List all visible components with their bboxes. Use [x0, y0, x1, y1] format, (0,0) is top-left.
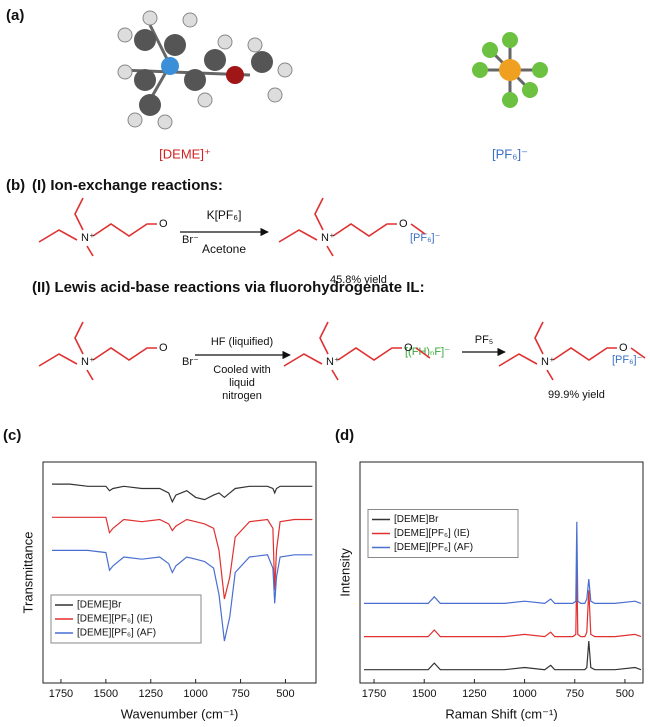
bond [337, 347, 402, 361]
yield: 99.9% yield [548, 389, 605, 401]
bond [74, 197, 84, 231]
structure: N⁺ O [498, 321, 646, 381]
reagent: K[PF₆] [207, 208, 242, 222]
legend-label: [DEME]Br [77, 600, 122, 611]
legend-box [50, 594, 202, 644]
spectrum-line [52, 516, 313, 600]
bond [331, 369, 339, 381]
bond [86, 245, 94, 257]
x-axis-label: Raman Shift (cm⁻¹) [445, 706, 557, 721]
x-tick-label: 1250 [462, 688, 486, 700]
deme-model [117, 10, 293, 130]
bond [546, 369, 554, 381]
legend-label: [DEME][PF₆] (IE) [77, 614, 153, 625]
bond [410, 223, 426, 235]
x-tick-label: 1000 [512, 688, 536, 700]
bond [314, 197, 324, 231]
bond [86, 369, 94, 381]
atom-label: O [404, 342, 413, 354]
x-axis-label: Wavenumber (cm⁻¹) [121, 706, 239, 721]
structure: N⁺ O [278, 197, 426, 257]
structure: N⁺ O [38, 321, 168, 381]
bond [534, 321, 544, 355]
bond [278, 229, 318, 243]
x-tick-label: 750 [566, 688, 584, 700]
y-axis-label: Intensity [337, 548, 352, 597]
atom-label: O [159, 342, 168, 354]
bond [332, 223, 397, 237]
bond [326, 245, 334, 257]
bond [283, 353, 323, 367]
atom-label: N⁺ [326, 356, 340, 368]
counter-ion: [PF₆]⁻ [410, 232, 441, 244]
x-tick-label: 500 [276, 688, 294, 700]
atom-label: N⁺ [321, 232, 335, 244]
y-axis-label: Transmittance [20, 532, 35, 614]
yield: 45.8% yield [330, 274, 387, 286]
x-tick-label: 1500 [412, 688, 436, 700]
panel-label: (b) [6, 177, 25, 194]
section-title: (I) Ion-exchange reactions: [32, 177, 223, 194]
bond [630, 347, 646, 359]
structure: N⁺ O [283, 321, 431, 381]
panel-label: (c) [3, 427, 21, 444]
condition: liquid [229, 377, 255, 389]
x-tick-label: 1750 [362, 688, 386, 700]
spectrum-line [52, 549, 313, 642]
bond [74, 321, 84, 355]
legend-label: [DEME]Br [394, 514, 439, 525]
solvent: Acetone [202, 242, 246, 256]
condition: Cooled with [213, 364, 270, 376]
x-tick-label: 500 [616, 688, 634, 700]
pf6-model [472, 32, 548, 108]
plot-frame [359, 461, 644, 684]
structure: N⁺ O [38, 197, 168, 257]
section-title: (II) Lewis acid-base reactions via fluor… [32, 279, 425, 296]
spectrum-line [52, 483, 313, 504]
bond [319, 321, 329, 355]
bond [498, 353, 538, 367]
atom-label: N⁺ [541, 356, 555, 368]
x-tick-label: 750 [231, 688, 249, 700]
legend-label: [DEME][PF₆] (AF) [394, 542, 473, 553]
counter-ion: Br⁻ [182, 356, 199, 368]
reagent: PF₅ [475, 334, 494, 346]
panel-label: (a) [6, 7, 24, 24]
legend-box [367, 509, 519, 558]
x-tick-label: 1250 [139, 688, 163, 700]
anion-label: [PF₆]⁻ [492, 146, 528, 161]
atom-label: N⁺ [81, 232, 95, 244]
bond [92, 223, 157, 237]
spectrum-line [364, 640, 642, 671]
counter-ion: [PF₆]⁻ [612, 354, 643, 366]
spectrum-line [364, 565, 642, 638]
legend-label: [DEME][PF₆] (IE) [394, 528, 470, 539]
cation-label: [DEME]⁺ [159, 146, 211, 161]
condition: nitrogen [222, 390, 262, 402]
x-tick-label: 1000 [183, 688, 207, 700]
bond [415, 347, 431, 359]
atom-label: O [399, 218, 408, 230]
bond [38, 353, 78, 367]
x-tick-label: 1500 [94, 688, 118, 700]
spectrum-line [364, 521, 642, 605]
panel-label: (d) [335, 427, 354, 444]
bond [552, 347, 617, 361]
bond [38, 229, 78, 243]
atom-label: O [619, 342, 628, 354]
x-tick-label: 1750 [49, 688, 73, 700]
bond [92, 347, 157, 361]
plot-frame [42, 461, 317, 684]
legend-label: [DEME][PF₆] (AF) [77, 628, 156, 639]
counter-ion: Br⁻ [182, 234, 199, 246]
atom-label: O [159, 218, 168, 230]
reagent: HF (liquified) [211, 336, 273, 348]
atom-label: N⁺ [81, 356, 95, 368]
